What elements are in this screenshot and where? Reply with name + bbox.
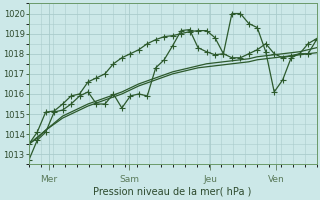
X-axis label: Pression niveau de la mer( hPa ): Pression niveau de la mer( hPa ) <box>93 187 252 197</box>
